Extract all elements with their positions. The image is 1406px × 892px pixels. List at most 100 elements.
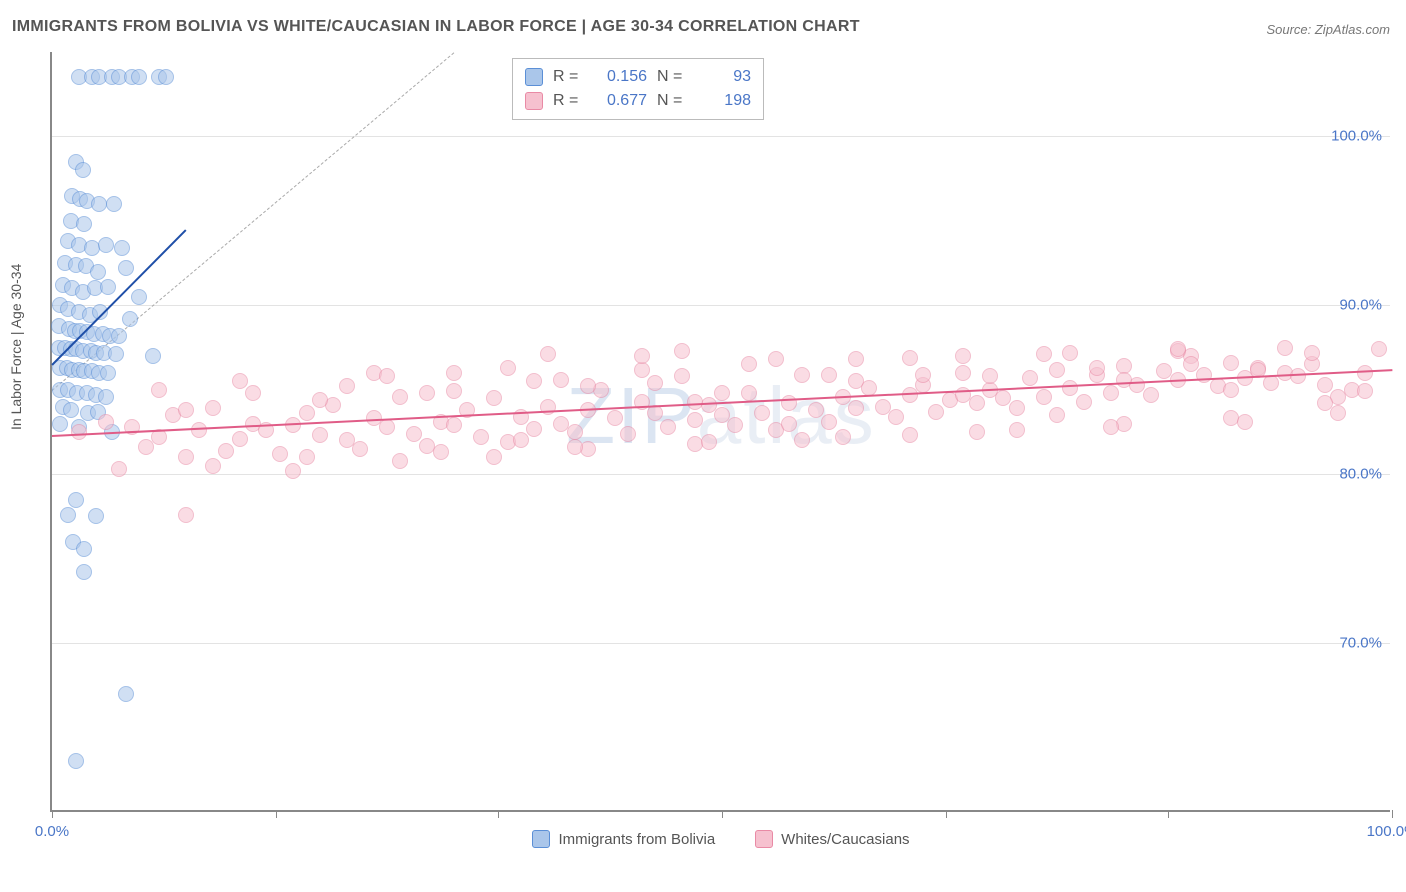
data-point <box>540 346 556 362</box>
data-point <box>88 508 104 524</box>
chart-title: IMMIGRANTS FROM BOLIVIA VS WHITE/CAUCASI… <box>12 18 860 36</box>
data-point <box>218 443 234 459</box>
data-point <box>1049 362 1065 378</box>
data-point <box>969 395 985 411</box>
data-point <box>902 350 918 366</box>
data-point <box>91 196 107 212</box>
data-point <box>848 351 864 367</box>
data-point <box>821 414 837 430</box>
data-point <box>352 441 368 457</box>
data-point <box>1223 355 1239 371</box>
data-point <box>1076 394 1092 410</box>
data-point <box>63 402 79 418</box>
data-point <box>607 410 623 426</box>
data-point <box>118 260 134 276</box>
data-point <box>1304 345 1320 361</box>
data-point <box>433 444 449 460</box>
data-point <box>339 378 355 394</box>
data-point <box>808 402 824 418</box>
data-point <box>848 400 864 416</box>
stats-legend: R = 0.156 N = 93 R = 0.677 N = 198 <box>512 58 764 120</box>
data-point <box>90 264 106 280</box>
swatch-icon <box>755 830 773 848</box>
y-tick-label: 90.0% <box>1339 297 1382 314</box>
data-point <box>888 409 904 425</box>
data-point <box>1371 341 1387 357</box>
y-axis-label: In Labor Force | Age 30-34 <box>8 264 24 430</box>
legend-item-2: Whites/Caucasians <box>755 830 909 848</box>
data-point <box>272 446 288 462</box>
data-point <box>969 424 985 440</box>
data-point <box>111 328 127 344</box>
data-point <box>794 432 810 448</box>
data-point <box>1290 368 1306 384</box>
data-point <box>98 237 114 253</box>
data-point <box>1357 365 1373 381</box>
data-point <box>1277 340 1293 356</box>
data-point <box>647 405 663 421</box>
data-point <box>75 162 91 178</box>
chart-container: IMMIGRANTS FROM BOLIVIA VS WHITE/CAUCASI… <box>0 0 1406 892</box>
data-point <box>781 416 797 432</box>
r-label: R = <box>553 92 583 110</box>
plot-area: ZIPatlas R = 0.156 N = 93 R = 0.677 N = … <box>50 52 1390 812</box>
data-point <box>312 427 328 443</box>
data-point <box>312 392 328 408</box>
data-point <box>794 367 810 383</box>
data-point <box>1062 345 1078 361</box>
data-point <box>245 385 261 401</box>
data-point <box>122 311 138 327</box>
r-value: 0.156 <box>593 68 647 86</box>
y-tick-label: 80.0% <box>1339 466 1382 483</box>
data-point <box>100 365 116 381</box>
stats-row-2: R = 0.677 N = 198 <box>525 89 751 113</box>
legend-item-1: Immigrants from Bolivia <box>532 830 715 848</box>
x-tick <box>1168 810 1169 818</box>
data-point <box>131 289 147 305</box>
data-point <box>1170 341 1186 357</box>
data-point <box>118 686 134 702</box>
data-point <box>727 417 743 433</box>
data-point <box>205 458 221 474</box>
data-point <box>232 373 248 389</box>
data-point <box>1116 372 1132 388</box>
data-point <box>1317 377 1333 393</box>
data-point <box>392 389 408 405</box>
data-point <box>955 365 971 381</box>
data-point <box>178 449 194 465</box>
data-point <box>98 414 114 430</box>
data-point <box>848 373 864 389</box>
data-point <box>446 383 462 399</box>
data-point <box>76 216 92 232</box>
data-point <box>955 348 971 364</box>
data-point <box>513 432 529 448</box>
data-point <box>674 368 690 384</box>
grid-line <box>52 136 1390 137</box>
r-label: R = <box>553 68 583 86</box>
x-tick <box>498 810 499 818</box>
data-point <box>106 196 122 212</box>
data-point <box>567 424 583 440</box>
data-point <box>1357 383 1373 399</box>
data-point <box>620 426 636 442</box>
data-point <box>406 426 422 442</box>
data-point <box>446 417 462 433</box>
data-point <box>754 405 770 421</box>
grid-line <box>52 474 1390 475</box>
data-point <box>1036 389 1052 405</box>
legend-label: Immigrants from Bolivia <box>558 831 715 848</box>
data-point <box>1036 346 1052 362</box>
n-value: 93 <box>697 68 751 86</box>
data-point <box>1116 416 1132 432</box>
data-point <box>486 449 502 465</box>
data-point <box>60 507 76 523</box>
data-point <box>473 429 489 445</box>
data-point <box>768 351 784 367</box>
data-point <box>68 753 84 769</box>
data-point <box>741 356 757 372</box>
data-point <box>114 240 130 256</box>
data-point <box>446 365 462 381</box>
n-value: 198 <box>697 92 751 110</box>
data-point <box>392 453 408 469</box>
data-point <box>1103 419 1119 435</box>
